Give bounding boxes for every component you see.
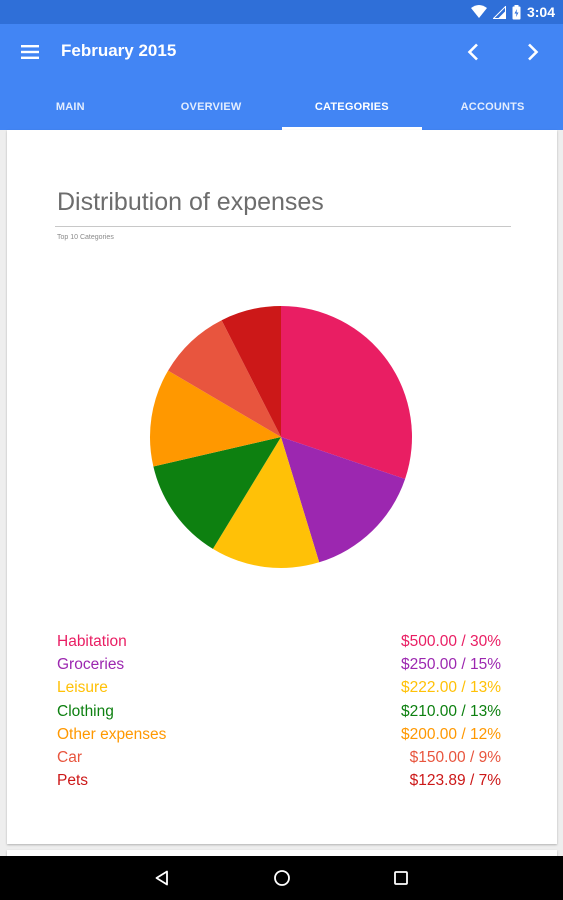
pie-slice-pets[interactable] (221, 306, 281, 437)
next-card (7, 850, 557, 860)
status-time: 3:04 (526, 4, 555, 20)
legend-row[interactable]: Habitation $500.00 / 30% (57, 630, 501, 653)
menu-button[interactable] (14, 36, 46, 68)
pie-slice-car[interactable] (168, 320, 281, 437)
legend-amount: $222.00 / 13% (401, 679, 501, 697)
navigation-bar (0, 856, 563, 900)
tab-main[interactable]: MAIN (55, 101, 85, 113)
legend-row[interactable]: Car $150.00 / 9% (57, 746, 501, 769)
legend-label: Clothing (57, 702, 114, 720)
card-subtitle: Top 10 Categories (57, 234, 114, 241)
legend-row[interactable]: Leisure $222.00 / 13% (57, 677, 501, 700)
legend-amount: $500.00 / 30% (401, 632, 501, 650)
status-bar: 3:04 (0, 0, 563, 24)
toolbar: February 2015 (0, 24, 563, 84)
legend-amount: $123.89 / 7% (409, 772, 501, 790)
legend-label: Leisure (57, 679, 108, 697)
legend-label: Pets (57, 772, 89, 790)
legend-label: Other expenses (57, 725, 167, 743)
menu-icon (21, 45, 39, 59)
page-title: February 2015 (61, 41, 177, 60)
pie-slice-clothing[interactable] (153, 437, 281, 549)
legend-label: Habitation (57, 632, 127, 650)
next-month-button[interactable] (517, 36, 549, 68)
legend-label: Car (57, 749, 82, 767)
legend-amount: $250.00 / 15% (401, 655, 501, 673)
home-icon (274, 870, 290, 886)
legend-row[interactable]: Clothing $210.00 / 13% (57, 700, 501, 723)
recents-icon (394, 871, 408, 885)
card-title: Distribution of expenses (57, 188, 324, 216)
battery-icon (512, 4, 521, 20)
legend-amount: $200.00 / 12% (401, 725, 501, 743)
home-button[interactable] (268, 864, 296, 892)
legend-row[interactable]: Other expenses $200.00 / 12% (57, 723, 501, 746)
legend-row[interactable]: Pets $123.89 / 7% (57, 770, 501, 793)
chart-legend: Habitation $500.00 / 30% Groceries $250.00 … (57, 630, 501, 793)
card-divider (55, 226, 511, 227)
pie-slice-groceries[interactable] (281, 437, 406, 563)
pie-slice-leisure[interactable] (212, 437, 320, 568)
tab-bar: MAIN OVERVIEW CATEGORIES ACCOUNTS (0, 84, 563, 130)
pie-slice-habitation[interactable] (281, 306, 412, 480)
signal-icon (492, 5, 506, 19)
back-button[interactable] (148, 864, 176, 892)
legend-label: Groceries (57, 655, 125, 673)
legend-amount: $150.00 / 9% (409, 749, 501, 767)
recents-button[interactable] (387, 864, 415, 892)
tab-overview[interactable]: OVERVIEW (180, 101, 242, 113)
tab-accounts[interactable]: ACCOUNTS (460, 101, 525, 113)
tab-categories[interactable]: CATEGORIES (281, 84, 423, 130)
pie-slice-other-expenses[interactable] (149, 370, 281, 467)
chevron-left-icon (467, 43, 478, 61)
back-icon (155, 870, 168, 886)
status-icons: 3:04 (470, 3, 555, 21)
app-bar: February 2015 MAIN OVERVIEW CATEGORIES A… (0, 24, 563, 130)
chevron-right-icon (528, 43, 539, 61)
expenses-card: Distribution of expenses Top 10 Categori… (7, 130, 557, 844)
previous-month-button[interactable] (457, 36, 489, 68)
pie-chart[interactable] (148, 304, 414, 570)
wifi-icon (470, 5, 487, 19)
legend-amount: $210.00 / 13% (401, 702, 501, 720)
legend-row[interactable]: Groceries $250.00 / 15% (57, 653, 501, 676)
